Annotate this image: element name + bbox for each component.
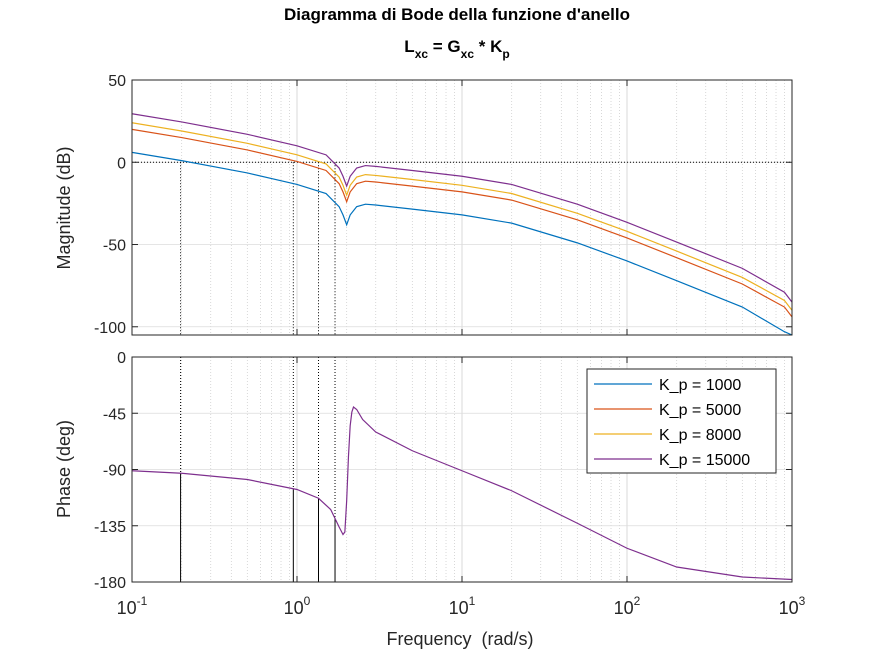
- x-tick-label: 102: [614, 594, 641, 618]
- magnitude-y-tick-label: 50: [108, 73, 126, 90]
- x-tick-label: 100: [284, 594, 311, 618]
- phase-y-tick-label: -135: [94, 519, 126, 536]
- phase-y-tick-label: -90: [103, 463, 126, 480]
- phase-y-ticks: 0 -45 -90 -135 -180: [94, 350, 792, 592]
- magnitude-y-tick-label: -100: [94, 320, 126, 337]
- x-tick-labels: 10-1 100 101 102 103: [117, 80, 806, 618]
- phase-series: [131, 406, 793, 581]
- magnitude-plot: 50 0 -50 -100 Magnitude (dB): [54, 73, 793, 337]
- phase-y-tick-label: -45: [103, 406, 126, 423]
- magnitude-y-tick-label: -50: [103, 238, 126, 255]
- x-tick-label: 103: [779, 594, 806, 618]
- x-tick-label: 101: [449, 594, 476, 618]
- legend-box: [586, 368, 777, 474]
- magnitude-y-ticks: 50 0 -50 -100: [94, 73, 792, 337]
- phase-y-tick-label: 0: [117, 350, 126, 367]
- magnitude-series-line: [131, 128, 793, 318]
- legend-entry: K_p = 15000: [659, 452, 750, 469]
- chart-title: Diagramma di Bode della funzione d'anell…: [284, 5, 630, 24]
- chart-subtitle: Lxc = Gxc * Kp: [404, 37, 509, 61]
- magnitude-grid: [131, 79, 792, 335]
- magnitude-series: [131, 113, 793, 336]
- magnitude-series-line: [131, 113, 793, 303]
- legend-entry: K_p = 8000: [659, 427, 741, 444]
- legend: K_p = 1000 K_p = 5000 K_p = 8000 K_p = 1500…: [586, 368, 777, 474]
- phase-y-label: Phase (deg): [54, 420, 74, 518]
- x-tick-label: 10-1: [117, 594, 148, 618]
- phase-crossover-markers: [180, 357, 336, 582]
- magnitude-y-label: Magnitude (dB): [54, 146, 74, 269]
- x-axis-label: Frequency (rad/s): [386, 629, 533, 649]
- magnitude-y-tick-label: 0: [117, 155, 126, 172]
- phase-series-line: [131, 406, 793, 581]
- magnitude-crossover-markers: [180, 162, 336, 335]
- legend-entry: K_p = 1000: [659, 377, 741, 394]
- magnitude-series-line: [131, 151, 793, 336]
- phase-y-tick-label: -180: [94, 575, 126, 592]
- legend-entry: K_p = 5000: [659, 402, 741, 419]
- magnitude-series-line: [131, 122, 793, 311]
